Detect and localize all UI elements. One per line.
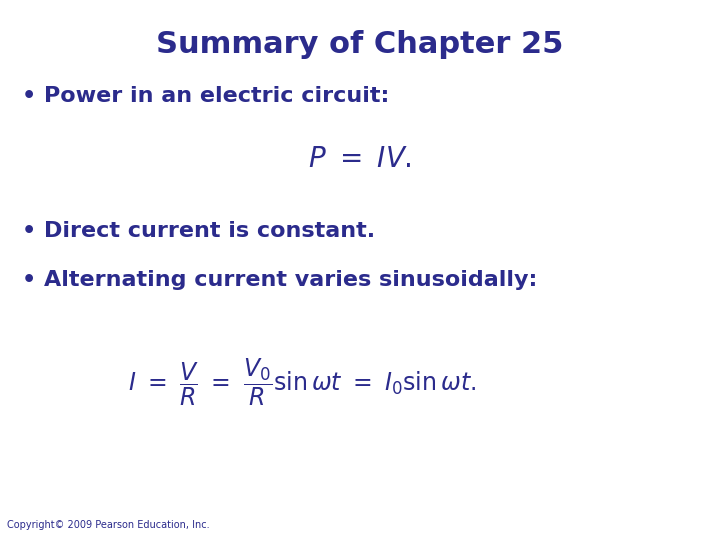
Text: • Alternating current varies sinusoidally:: • Alternating current varies sinusoidall… (22, 270, 537, 290)
Text: $I \ = \ \dfrac{V}{R} \ = \ \dfrac{V_0}{R} \sin \omega t \ = \ I_0 \sin \omega t: $I \ = \ \dfrac{V}{R} \ = \ \dfrac{V_0}{… (128, 356, 477, 408)
Text: Summary of Chapter 25: Summary of Chapter 25 (156, 30, 564, 59)
Text: $P \ = \ IV.$: $P \ = \ IV.$ (308, 146, 412, 173)
Text: • Direct current is constant.: • Direct current is constant. (22, 221, 374, 241)
Text: Copyright© 2009 Pearson Education, Inc.: Copyright© 2009 Pearson Education, Inc. (7, 520, 210, 530)
Text: • Power in an electric circuit:: • Power in an electric circuit: (22, 86, 389, 106)
